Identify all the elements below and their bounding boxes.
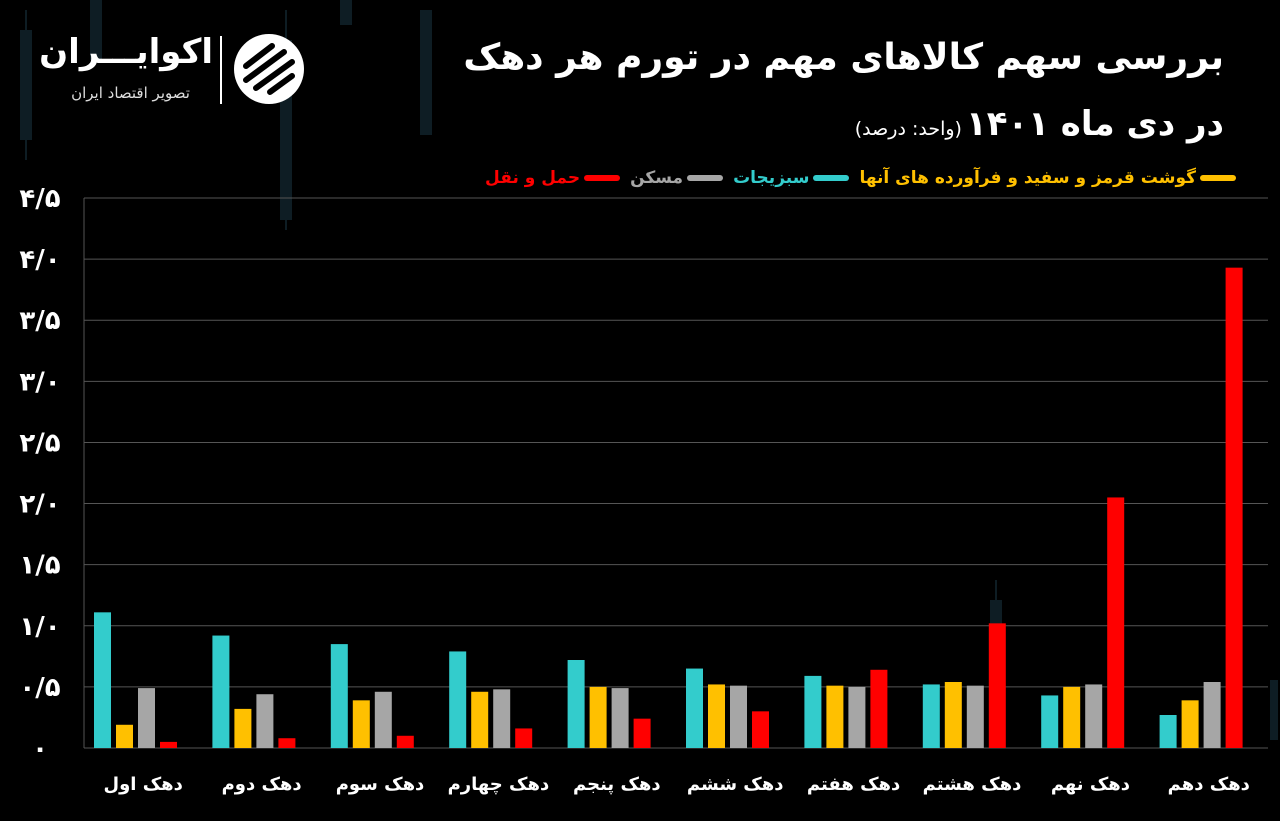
bar [611,688,629,748]
chart-legend: گوشت قرمز و سفید و فرآورده های آنها سبزیج… [485,168,1236,188]
x-tick-label: دهک هشتم [923,774,1022,795]
bar [94,612,111,748]
bar [1225,267,1243,748]
y-tick-label: ۲/۰ [19,490,60,520]
x-tick-label: دهک اول [103,774,182,795]
bar [589,686,607,748]
bar [515,728,533,748]
chart-subtitle-main: در دی ماه ۱۴۰۱ [965,104,1224,144]
bar [471,691,489,748]
y-tick-label: ۴/۰ [19,245,60,275]
bar [848,686,866,748]
y-tick-label: ۰ [32,734,48,764]
y-tick-label: ۳/۵ [19,306,60,336]
legend-swatch [584,175,621,181]
legend-item: مسکن [630,168,724,188]
y-tick-label: ۰/۵ [19,673,60,703]
chart-subtitle: در دی ماه ۱۴۰۱(واحد: درصد) [855,104,1224,144]
legend-item: گوشت قرمز و سفید و فرآورده های آنها [859,168,1236,188]
bar [278,738,296,748]
brand-divider [220,36,222,104]
bar [396,735,414,748]
bar [708,684,725,748]
x-tick-label: دهک دوم [222,774,302,795]
bar [160,741,177,748]
x-tick-label: دهک پنجم [573,774,661,795]
x-tick-label: دهک هفتم [807,774,900,795]
bar [212,635,230,748]
y-tick-label: ۱/۵ [19,551,60,581]
bar [1203,682,1221,748]
legend-label: گوشت قرمز و سفید و فرآورده های آنها [859,168,1196,188]
legend-swatch [813,175,850,181]
y-tick-label: ۱/۰ [19,612,60,642]
chart-unit: (واحد: درصد) [854,118,962,140]
legend-label: حمل و نقل [485,168,581,188]
bar [752,711,769,748]
bar [116,724,133,748]
bar [352,700,370,748]
chart-title: بررسی سهم کالاهای مهم در تورم هر دهک [463,37,1224,78]
legend-swatch [687,175,724,181]
bar [922,684,940,748]
bar [870,669,888,748]
bar [944,682,962,748]
bar [988,623,1006,748]
bar [826,685,844,748]
y-tick-label: ۲/۵ [19,428,60,458]
bar [1041,695,1059,748]
x-tick-label: دهک چهارم [448,774,550,795]
y-tick-label: ۳/۰ [19,367,60,397]
legend-label: مسکن [630,168,684,188]
bar [234,708,252,748]
x-tick-label: دهک سوم [336,774,425,795]
brand-logo: اکوایـــران تصویر اقتصاد ایران [39,32,318,112]
bar [449,651,467,748]
brand-name: اکوایـــران [39,32,213,72]
x-tick-label: دهک نهم [1051,774,1130,795]
legend-item: سبزیجات [733,168,850,188]
legend-label: سبزیجات [733,168,810,188]
legend-item: حمل و نقل [485,168,621,188]
bar [567,660,585,748]
bar [138,688,155,748]
brand-tagline: تصویر اقتصاد ایران [71,84,190,102]
y-tick-label: ۴/۵ [19,184,60,214]
bar [686,668,703,748]
bar [633,718,651,748]
bar [1063,686,1081,748]
legend-swatch [1200,175,1236,181]
x-tick-label: دهک دهم [1168,774,1250,795]
bar [804,675,822,748]
bar [1085,684,1103,748]
bar [330,644,348,748]
bar [256,694,274,748]
bar [1181,700,1199,748]
bar [1159,715,1177,748]
bar [966,685,984,748]
x-tick-label: دهک ششم [687,774,784,795]
bar [374,691,392,748]
bar [1107,497,1125,748]
brand-mark-icon [234,34,304,104]
bar [493,689,511,748]
bar [730,685,747,748]
